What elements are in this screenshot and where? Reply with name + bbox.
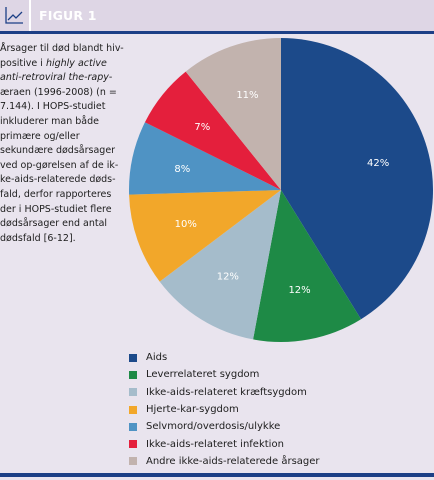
legend-swatch [129, 370, 137, 379]
pie-slice-7 [185, 38, 281, 190]
line-chart-icon [5, 7, 23, 24]
figure-header: FIGUR 1 [0, 0, 434, 34]
legend-label: Aids [146, 352, 168, 364]
legend-item: Ikke-aids-relateret kræftsygdom [129, 384, 320, 401]
legend-label: Ikke-aids-relateret kræftsygdom [146, 386, 307, 398]
slice-value-label-5: 8% [174, 164, 190, 175]
legend-item: Ikke-aids-relateret infektion [129, 435, 320, 452]
pie-slice-6 [144, 71, 281, 190]
chart-legend: Aids Leverrelateret sygdom Ikke-aids-relat… [129, 349, 320, 470]
header-icon-box [0, 0, 31, 31]
legend-label: Selvmord/overdosis/ulykke [146, 421, 281, 433]
legend-swatch [129, 388, 137, 397]
legend-swatch [129, 422, 137, 431]
pie-slice-1 [281, 38, 433, 320]
legend-label: Andre ikke-aids-relaterede årsager [146, 455, 320, 467]
legend-item: Aids [129, 349, 320, 366]
legend-item: Andre ikke-aids-relaterede årsager [129, 453, 320, 470]
legend-item: Leverrelateret sygdom [129, 366, 320, 383]
slice-value-label-7: 11% [236, 90, 258, 101]
slice-value-label-4: 10% [175, 219, 197, 230]
legend-label: Ikke-aids-relateret infektion [146, 438, 284, 450]
pie-slice-4 [129, 190, 281, 282]
caption-italic-term: highly active anti-retroviral the-rapy [0, 57, 109, 84]
legend-label: Leverrelateret sygdom [146, 369, 260, 381]
pie-slice-2 [253, 190, 362, 342]
legend-swatch [129, 457, 137, 466]
legend-label: Hjerte-kar-sygdom [146, 404, 239, 416]
pie-slice-3 [159, 190, 281, 340]
legend-swatch [129, 353, 137, 362]
legend-item: Hjerte-kar-sygdom [129, 401, 320, 418]
caption-text-start: Årsager til død blandt hiv-positive i [0, 43, 124, 69]
slice-value-label-3: 12% [217, 271, 239, 282]
figure-caption: Årsager til død blandt hiv-positive i hi… [0, 42, 128, 246]
slice-value-label-6: 7% [194, 122, 210, 133]
legend-swatch [129, 405, 137, 414]
slice-value-label-1: 42% [367, 158, 389, 169]
legend-swatch [129, 440, 137, 449]
legend-item: Selvmord/overdosis/ulykke [129, 418, 320, 435]
caption-text-end: -æraen (1996-2008) (n = 7.144). I HOPS-s… [0, 72, 119, 244]
figure-title: FIGUR 1 [39, 8, 97, 23]
pie-slice-5 [129, 122, 281, 195]
pie-chart: 42% 12% 12% 10% 8% 7% 11% [129, 38, 433, 342]
footer-rule [0, 473, 434, 477]
slice-value-label-2: 12% [288, 285, 310, 296]
